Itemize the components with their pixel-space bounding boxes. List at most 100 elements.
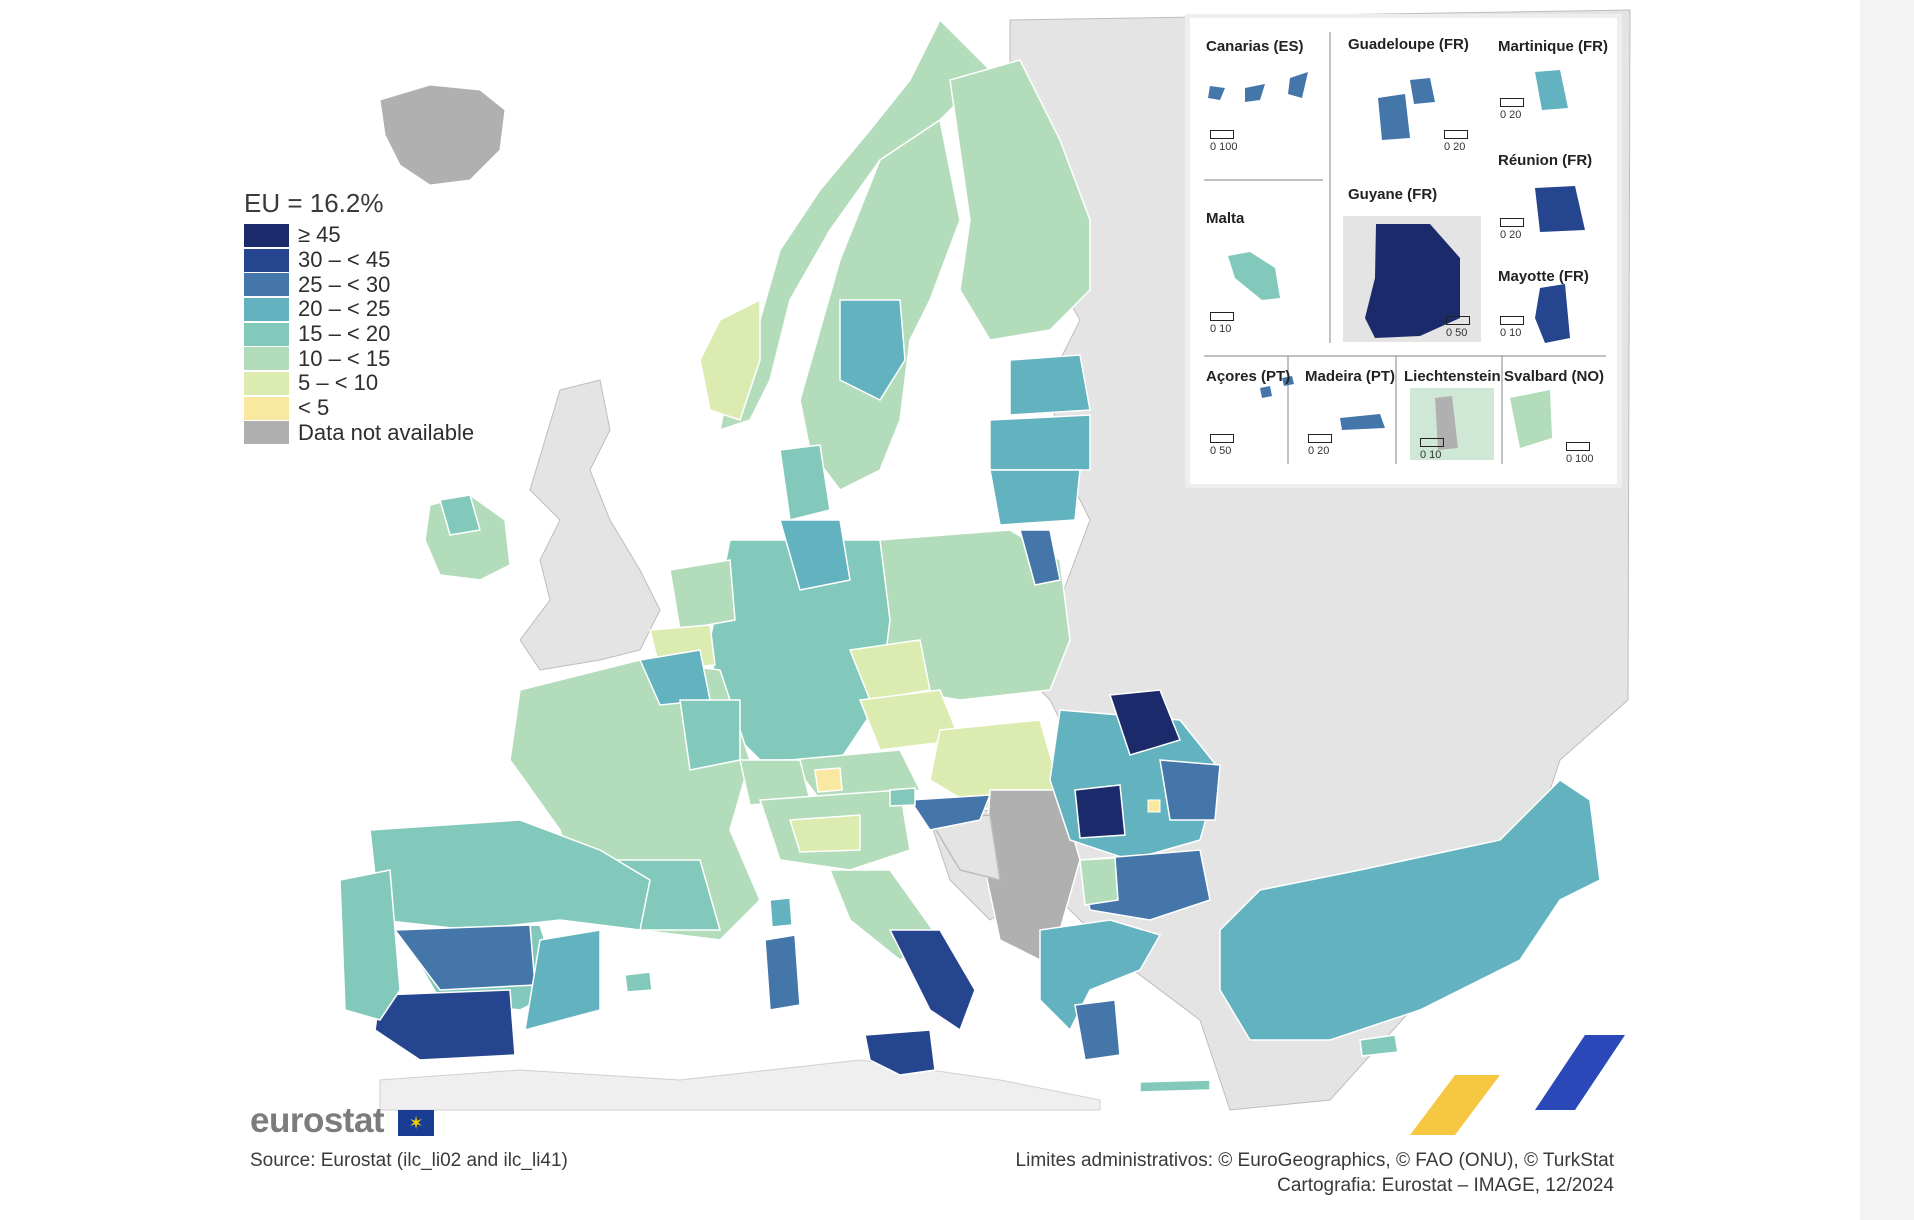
legend-swatch — [244, 322, 289, 346]
romania-east-region — [1159, 759, 1221, 821]
canarias-shape — [1208, 72, 1308, 102]
sweden-central-region — [839, 299, 906, 401]
cyprus-region — [1359, 1034, 1399, 1057]
scale-liechtenstein: 0 10 — [1420, 438, 1444, 461]
spain-north-region — [369, 819, 651, 931]
scale-svalbard: 0 100 — [1566, 442, 1594, 465]
italy-south-region — [888, 929, 976, 1032]
legend-item: Data not available — [244, 419, 475, 446]
scale-martinique: 0 20 — [1500, 98, 1524, 121]
germany-north-region — [779, 519, 851, 591]
guyane-shape — [1365, 224, 1460, 338]
scale-acores: 0 50 — [1210, 434, 1234, 457]
poland-east-region — [1019, 529, 1061, 586]
legend-item: 15 – < 20 — [244, 321, 474, 347]
inset-title-guyane: Guyane (FR) — [1348, 186, 1438, 203]
legend-swatch — [244, 421, 289, 445]
legend-label: 30 – < 45 — [298, 247, 391, 273]
eu-flag-icon: ✶ — [398, 1110, 434, 1136]
inset-title-liechtenstein: Liechtenstein — [1404, 368, 1501, 385]
legend-item: 10 – < 15 — [244, 346, 474, 371]
ireland-west-region — [439, 494, 481, 536]
scale-guyane: 0 50 — [1446, 316, 1470, 339]
insets-svg — [1204, 32, 1606, 464]
scale-canarias: 0 100 — [1210, 130, 1238, 153]
scale-malta: 0 10 — [1210, 312, 1234, 335]
legend-label: 25 – < 30 — [298, 271, 391, 297]
bulgaria-west-region — [1079, 857, 1119, 906]
slovenia-region — [889, 787, 916, 807]
lithuania-region — [989, 469, 1081, 526]
legend-item: 20 – < 25 — [244, 296, 474, 322]
legend-swatch — [244, 248, 289, 272]
estonia-region — [1009, 354, 1091, 416]
logo-mark-blue — [1535, 1035, 1625, 1110]
finland-region — [949, 59, 1091, 341]
credit-line-1: Limites administrativos: © EuroGeographi… — [1015, 1150, 1614, 1171]
credit-line-2: Cartografia: Eurostat – IMAGE, 12/2024 — [1277, 1175, 1614, 1196]
netherlands-region — [669, 559, 736, 631]
legend-label: 10 – < 15 — [298, 345, 391, 371]
inset-title-acores: Açores (PT) — [1206, 368, 1291, 385]
legend-swatch — [244, 371, 289, 395]
bucharest-region — [1147, 799, 1161, 813]
sardinia-region — [764, 934, 801, 1011]
croatia-region — [908, 794, 992, 831]
legend-label: 20 – < 25 — [298, 296, 391, 322]
map-legend: EU = 16.2% ≥ 45 30 – < 45 25 – < 30 20 –… — [244, 188, 474, 445]
reunion-shape — [1535, 186, 1585, 232]
inset-title-reunion: Réunion (FR) — [1498, 152, 1593, 169]
portugal-region — [339, 869, 401, 1021]
andalucia-region — [374, 989, 516, 1061]
sicily-region — [864, 1029, 936, 1076]
france-east-region — [679, 699, 741, 771]
legend-label: < 5 — [298, 395, 330, 421]
norway-south-region — [699, 298, 761, 421]
greece-south-region — [1074, 999, 1121, 1061]
ticino-region — [814, 767, 843, 793]
guadeloupe-shape — [1378, 78, 1435, 140]
non-eu-land-uk — [519, 379, 661, 671]
malta-shape — [1228, 252, 1280, 300]
italy-lombardy-region — [789, 814, 861, 853]
legend-swatch — [244, 396, 289, 420]
legend-swatch — [244, 223, 289, 247]
mayotte-shape — [1535, 284, 1570, 343]
romania-northeast-region — [1108, 689, 1182, 756]
liechtenstein-shape — [1435, 396, 1458, 450]
crete-region — [1139, 1079, 1211, 1093]
germany-saxony-region — [848, 639, 931, 701]
legend-item: 25 – < 30 — [244, 272, 474, 297]
source-note: Source: Eurostat (ilc_li02 and ilc_li41) — [250, 1150, 568, 1171]
legend-label: 15 – < 20 — [298, 321, 391, 347]
legend-item: 5 – < 10 — [244, 370, 474, 396]
inset-title-malta: Malta — [1206, 210, 1245, 227]
legend-label: ≥ 45 — [298, 222, 341, 248]
madeira-shape — [1340, 414, 1385, 430]
legend-item: < 5 — [244, 395, 474, 421]
inset-title-svalbard: Svalbard (NO) — [1504, 368, 1605, 385]
eurostat-logo: eurostat — [250, 1101, 385, 1140]
scale-madeira: 0 20 — [1308, 434, 1332, 457]
page-edge-strip — [1860, 0, 1914, 1220]
denmark-region — [779, 444, 831, 521]
inset-title-mayotte: Mayotte (FR) — [1498, 268, 1589, 285]
inset-title-guadeloupe: Guadeloupe (FR) — [1348, 36, 1469, 53]
logo-mark-yellow — [1410, 1075, 1500, 1135]
latvia-region — [989, 414, 1091, 471]
legend-swatch — [244, 347, 289, 371]
spain-east-region — [524, 929, 601, 1032]
legend-label: 5 – < 10 — [298, 370, 379, 396]
legend-swatch — [244, 273, 289, 297]
scale-reunion: 0 20 — [1500, 218, 1524, 241]
acores-shape — [1260, 376, 1294, 398]
scale-mayotte: 0 10 — [1500, 316, 1524, 339]
balearic-region — [624, 971, 653, 993]
legend-label: Data not available — [298, 419, 475, 445]
svalbard-shape — [1510, 390, 1552, 448]
inset-title-martinique: Martinique (FR) — [1498, 38, 1608, 55]
corsica-region — [769, 897, 793, 928]
legend-item: 30 – < 45 — [244, 247, 474, 273]
